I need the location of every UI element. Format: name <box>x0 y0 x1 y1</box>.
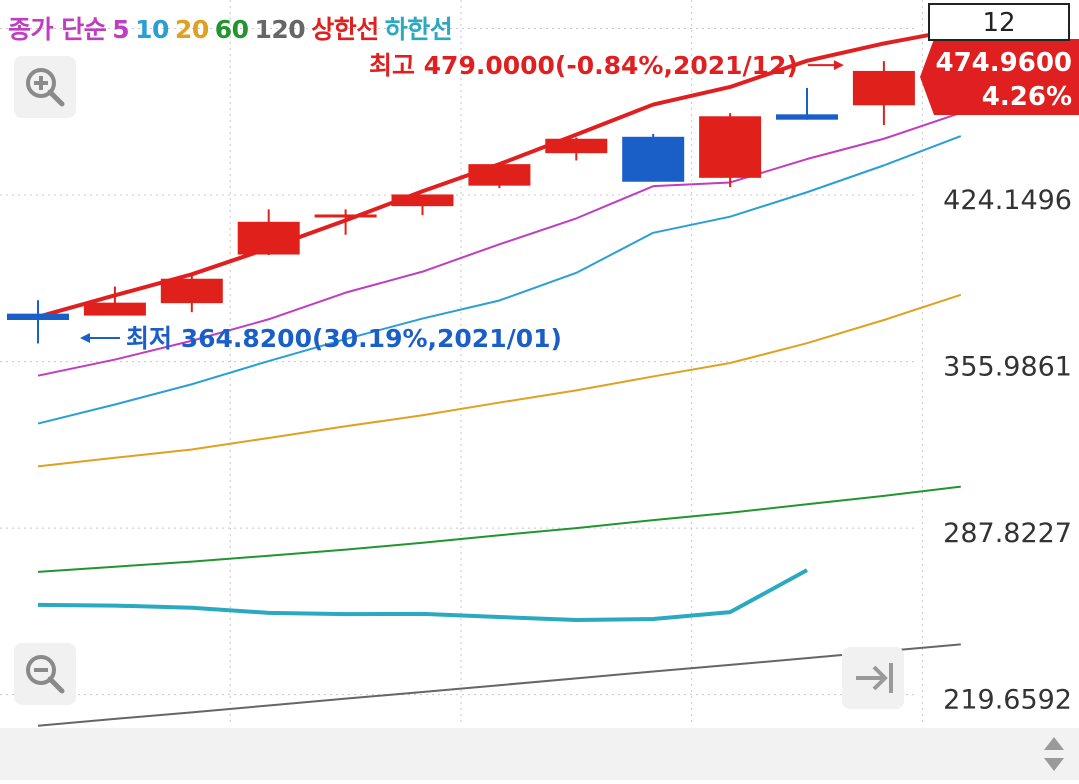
candle <box>314 209 377 235</box>
candle-body <box>160 278 223 304</box>
candle <box>391 194 454 216</box>
current-change-label: 4.26% <box>982 82 1072 112</box>
zoom-out-icon <box>26 655 65 694</box>
series-line-5 <box>37 111 962 377</box>
legend-item-ma60: 60 <box>214 15 249 44</box>
scroll-toggle-button[interactable] <box>1030 728 1079 780</box>
legend-item-ma20: 20 <box>174 15 209 44</box>
zoom-out-button[interactable] <box>14 643 76 705</box>
zoom-in-button[interactable] <box>14 56 76 118</box>
low-annotation-label: 최저 364.8200(30.19%,2021/01) <box>126 324 562 353</box>
x-axis-bar <box>0 728 1030 780</box>
legend-item-close-simple: 종가 단순 <box>8 15 107 44</box>
y-tick-label: 424.1496 <box>943 185 1072 216</box>
high-annotation-label: 최고 479.0000(-0.84%,2021/12) <box>369 51 798 80</box>
candle <box>776 87 838 120</box>
series-line-20 <box>37 293 962 468</box>
series-line-60 <box>37 485 961 573</box>
candle-body <box>852 70 915 106</box>
low-arrow-head <box>80 332 90 343</box>
candle <box>237 209 300 256</box>
y-tick-label: 219.6592 <box>943 685 1072 716</box>
high-arrow-head <box>833 60 844 71</box>
candle-body <box>83 302 146 316</box>
y-tick-label: 287.8227 <box>943 518 1072 549</box>
candle-body <box>314 214 377 218</box>
legend-item-ma120: 120 <box>254 15 306 44</box>
candle-body <box>7 313 69 321</box>
legend-item-upper-band: 상한선 <box>311 15 379 44</box>
candle-body <box>545 138 608 154</box>
candle <box>7 300 69 344</box>
legend-item-ma10: 10 <box>135 15 169 44</box>
series-line-120 <box>37 643 961 727</box>
scroll-to-latest-button[interactable] <box>842 647 904 709</box>
current-price-tag <box>920 38 1079 115</box>
candle <box>545 137 608 161</box>
current-price-label: 474.9600 <box>935 48 1072 78</box>
candle <box>622 133 685 182</box>
candle-body <box>776 114 838 120</box>
candle-body <box>468 164 531 186</box>
y-tick-label: 355.9861 <box>943 352 1072 383</box>
legend-item-ma5: 5 <box>112 15 130 44</box>
series-line-10 <box>37 135 962 425</box>
up-down-arrows-icon <box>1044 737 1064 771</box>
arrow-to-end-icon <box>856 663 893 693</box>
candle <box>160 273 223 313</box>
series-line-하한선 <box>37 568 808 622</box>
legend-item-lower-band: 하한선 <box>384 15 453 44</box>
candle <box>468 164 531 189</box>
period-selector[interactable]: 12 <box>928 3 1070 41</box>
zoom-in-icon <box>26 68 65 107</box>
candle <box>699 113 762 188</box>
candle-body <box>391 194 454 207</box>
candle <box>852 61 915 126</box>
candle-body <box>699 116 762 178</box>
indicator-legend: 종가 단순 5 10 20 60 120 상한선 하한선 <box>8 10 458 46</box>
candle-body <box>237 221 300 255</box>
candle-body <box>622 136 685 182</box>
candle <box>83 286 146 316</box>
